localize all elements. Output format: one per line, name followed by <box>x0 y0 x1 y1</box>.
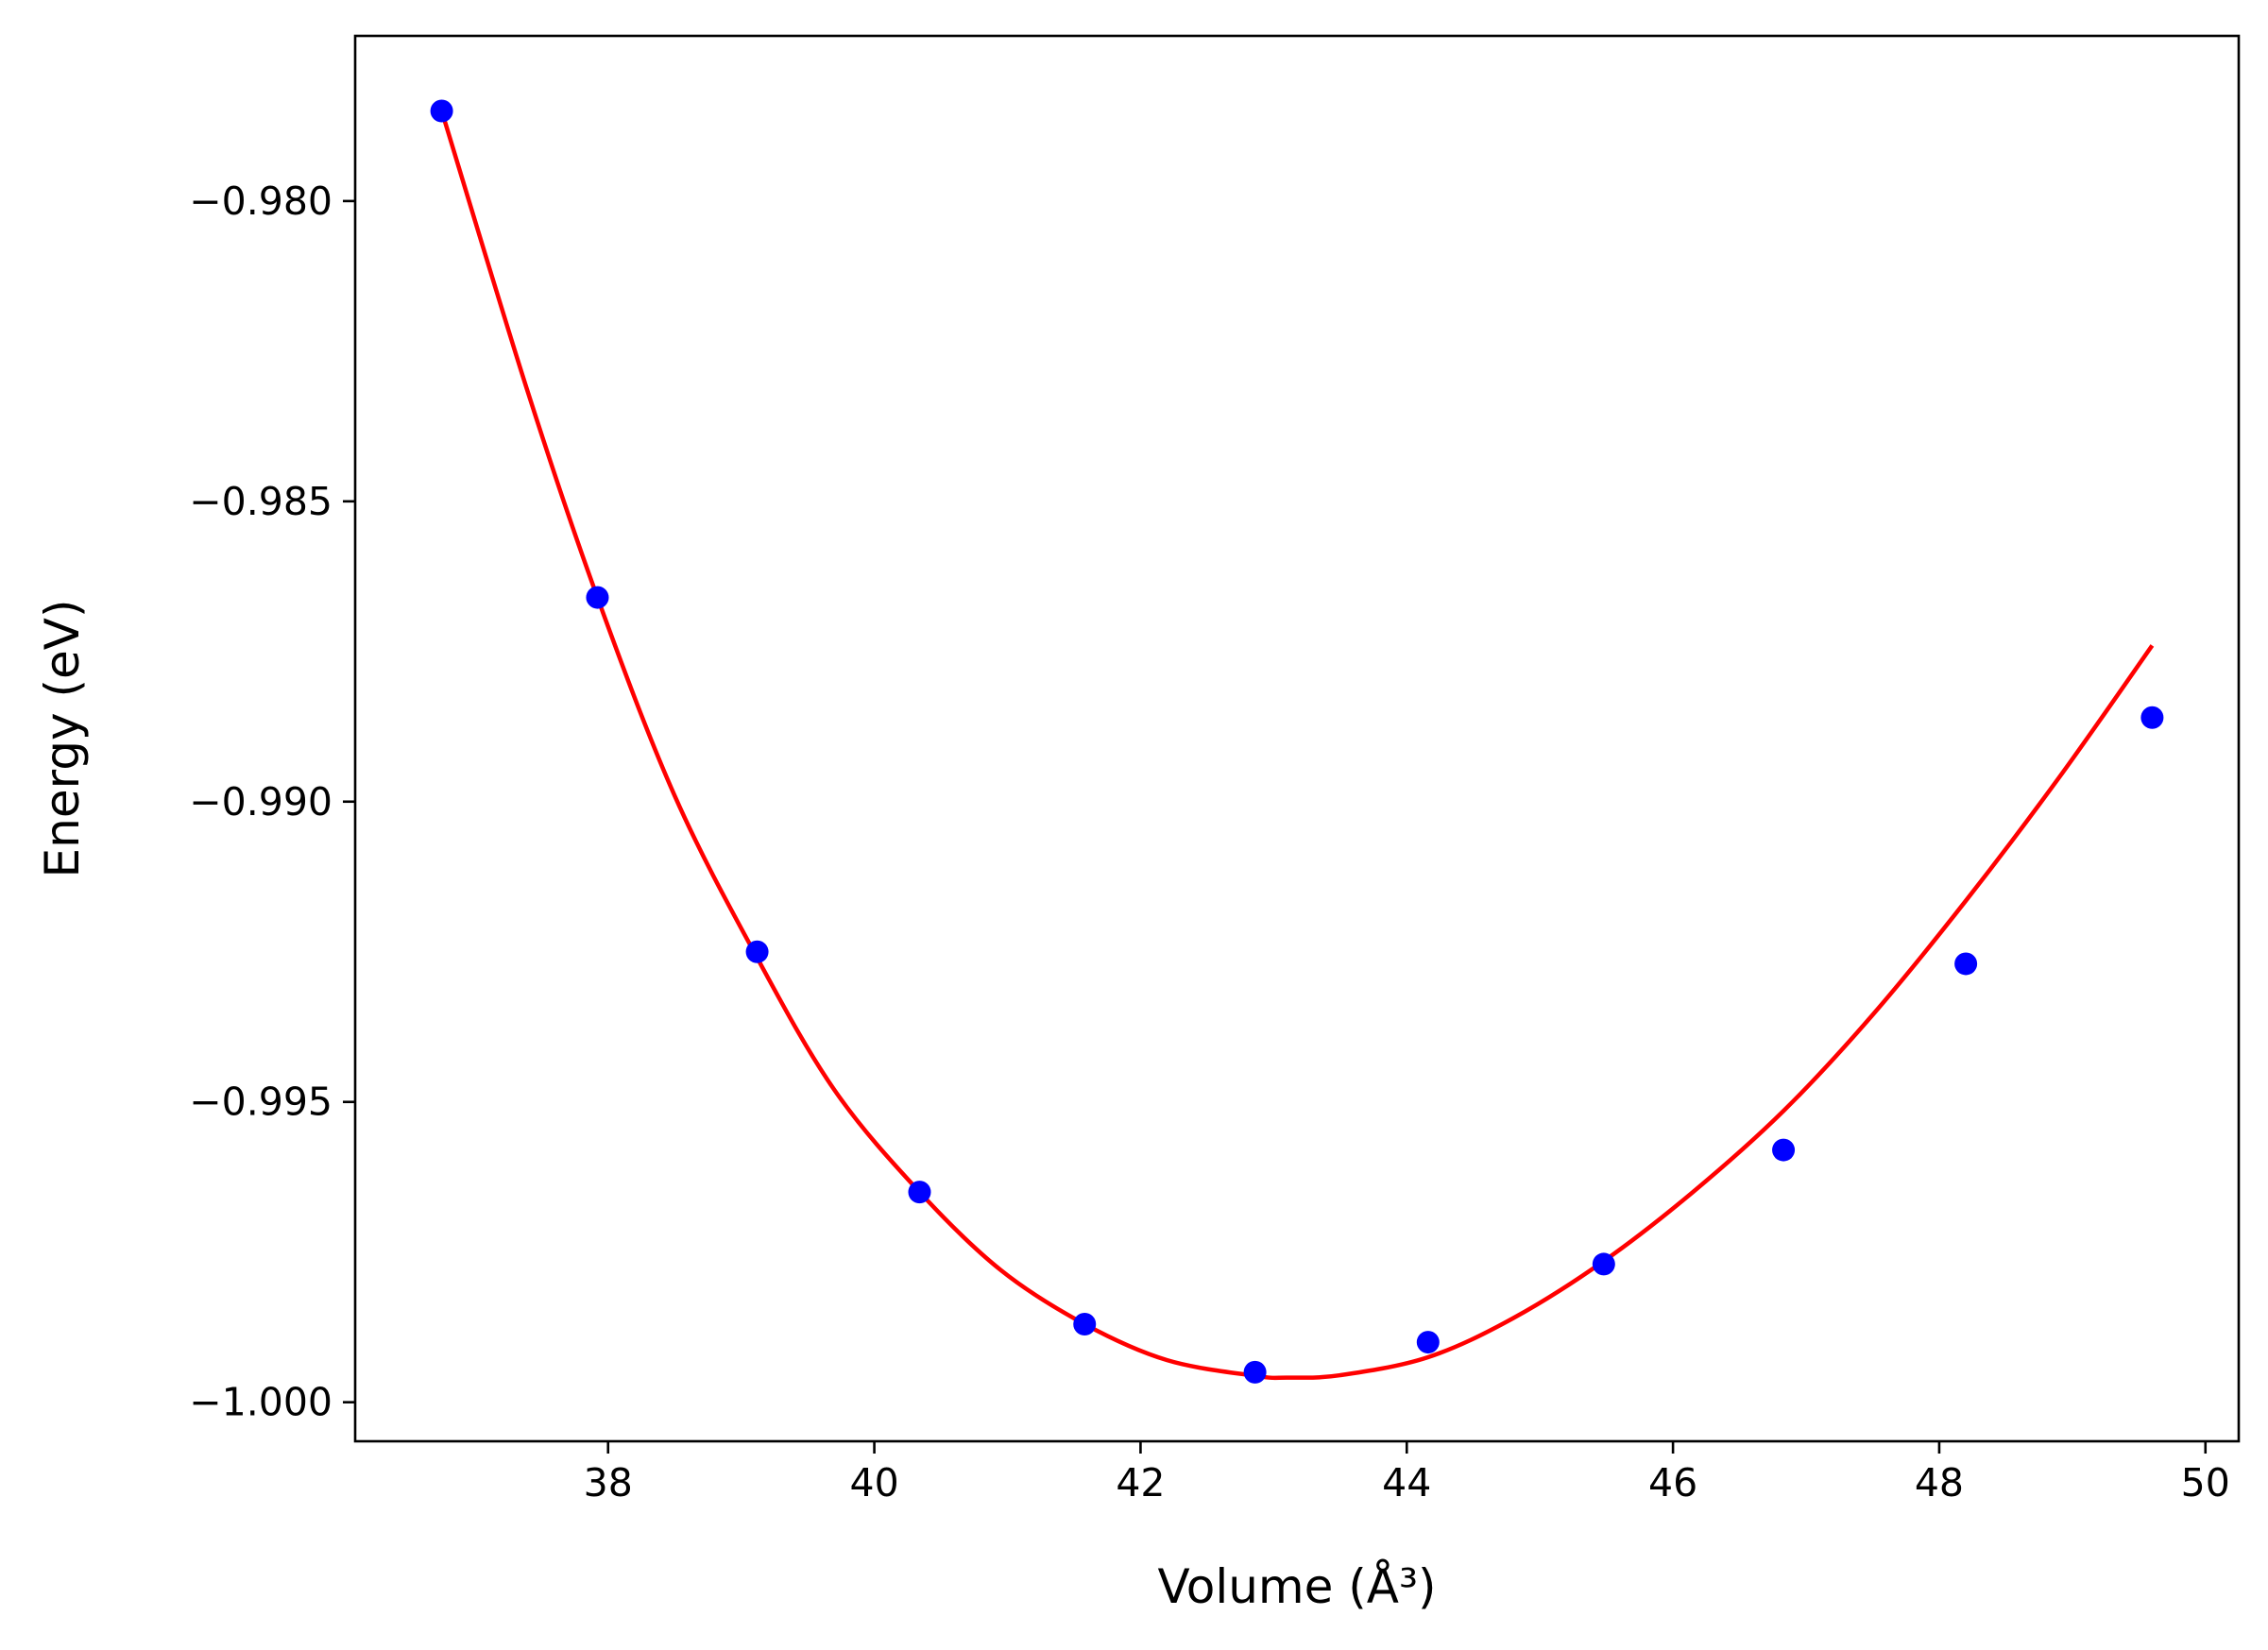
data-point <box>1592 1252 1615 1276</box>
x-tick-label: 48 <box>1915 1460 1964 1505</box>
y-tick-label: −0.995 <box>189 1080 333 1125</box>
y-tick-label: −0.980 <box>189 179 333 224</box>
x-axis-ticks: 38 40 42 44 46 48 50 <box>584 1441 2230 1505</box>
data-point <box>586 586 609 609</box>
data-point <box>430 99 453 123</box>
x-tick-label: 44 <box>1382 1460 1431 1505</box>
x-tick-label: 50 <box>2181 1460 2230 1505</box>
data-point <box>2140 706 2164 729</box>
data-point <box>1073 1313 1097 1335</box>
x-tick-label: 42 <box>1116 1460 1165 1505</box>
data-point <box>1243 1360 1267 1384</box>
data-point <box>1416 1331 1440 1354</box>
x-tick-label: 38 <box>584 1460 633 1505</box>
fit-curve <box>439 110 2155 1381</box>
data-point <box>908 1181 931 1204</box>
plot-frame <box>353 34 2241 1443</box>
y-tick-label: −0.990 <box>189 779 333 825</box>
y-tick-label: −1.000 <box>189 1380 333 1425</box>
x-tick-label: 46 <box>1648 1460 1697 1505</box>
plot-background <box>355 36 2239 1441</box>
data-point <box>745 940 769 963</box>
y-axis-label: Energy (eV) <box>35 600 90 878</box>
x-tick-label: 40 <box>849 1460 898 1505</box>
data-point <box>1954 952 1978 976</box>
data-point <box>1772 1138 1796 1162</box>
y-tick-label: −0.985 <box>189 479 333 524</box>
y-axis-ticks: −0.980 −0.985 −0.990 −0.995 −1.000 <box>189 179 355 1425</box>
series-layer <box>430 99 2164 1384</box>
x-axis-label: Volume (Å³) <box>1157 1559 1436 1614</box>
